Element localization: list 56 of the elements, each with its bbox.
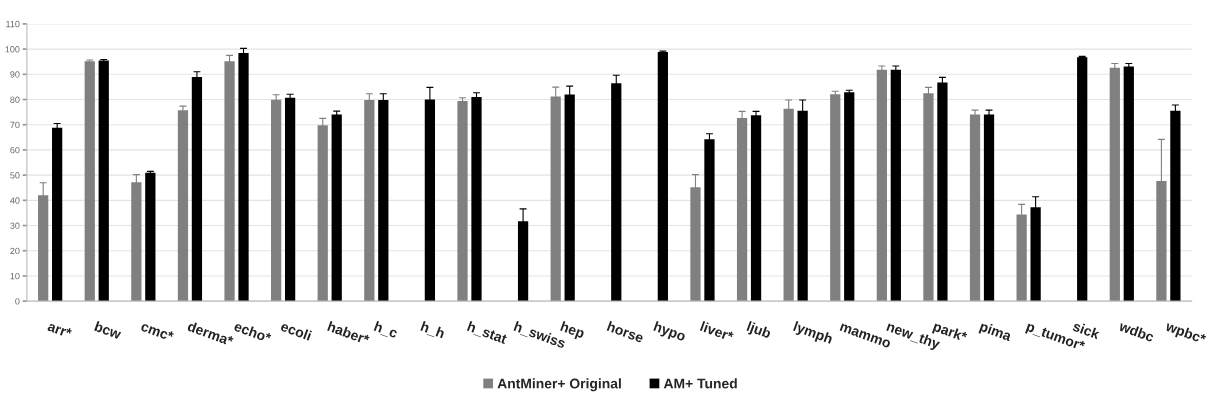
bar — [471, 97, 482, 302]
x-tick-label: bcw — [94, 320, 123, 340]
y-tick-label: 100 — [5, 46, 20, 53]
bar — [830, 94, 841, 302]
bar — [98, 60, 109, 302]
bar — [876, 69, 887, 302]
y-tick-label: 60 — [10, 146, 20, 154]
bar — [284, 97, 296, 302]
x-tick-label: liver* — [699, 320, 735, 342]
bar — [1123, 66, 1134, 302]
x-tick-label: ljub — [745, 320, 772, 342]
bar — [84, 61, 95, 302]
bar — [844, 92, 855, 302]
bar — [937, 82, 948, 302]
y-tick-label: 20 — [10, 247, 20, 255]
x-tick-label: h_stat — [466, 320, 508, 346]
x-tick-label: h_c — [373, 320, 399, 340]
bar — [890, 69, 901, 302]
x-tick-label: ecoli — [280, 320, 312, 341]
bar — [1077, 57, 1088, 302]
x-tick-label: h_h — [419, 320, 446, 340]
y-tick-label: 90 — [10, 71, 20, 78]
x-tick-label: hypo — [652, 320, 687, 344]
x-tick-label: wdbc — [1118, 320, 1155, 343]
bar — [52, 127, 63, 302]
y-tick-label: 0 — [15, 298, 20, 305]
y-tick-label: 70 — [10, 121, 20, 129]
bar — [657, 51, 668, 302]
bar — [983, 114, 995, 302]
legend-label: AM+ Tuned — [663, 378, 737, 389]
y-tick-label: 110 — [6, 20, 20, 28]
x-tick-label: haber* — [327, 320, 371, 345]
bar — [969, 114, 981, 302]
bar — [750, 115, 762, 302]
x-tick-label: pima — [978, 320, 1013, 344]
y-tick-label: 40 — [10, 197, 20, 204]
y-tick-label: 30 — [10, 222, 20, 229]
x-tick-label: derma* — [186, 320, 235, 347]
x-tick-label: arr* — [47, 321, 73, 339]
x-tick-label: cmc* — [140, 321, 175, 342]
y-tick-label: 50 — [10, 172, 20, 179]
bar — [1170, 110, 1181, 302]
bar — [271, 99, 282, 302]
legend-label: AntMiner+ Original — [497, 378, 621, 392]
bar — [145, 172, 156, 302]
y-tick-label: 80 — [10, 96, 20, 103]
bar — [1109, 67, 1120, 302]
x-tick-label: echo* — [233, 320, 273, 344]
x-tick-label: horse — [606, 320, 645, 343]
bar — [177, 110, 189, 302]
bar — [331, 114, 342, 302]
x-tick-label: wpbc* — [1163, 320, 1207, 347]
bar — [457, 101, 468, 302]
x-tick-label: lymph — [792, 320, 834, 347]
bar — [238, 52, 249, 302]
y-tick-label: 10 — [10, 272, 20, 280]
